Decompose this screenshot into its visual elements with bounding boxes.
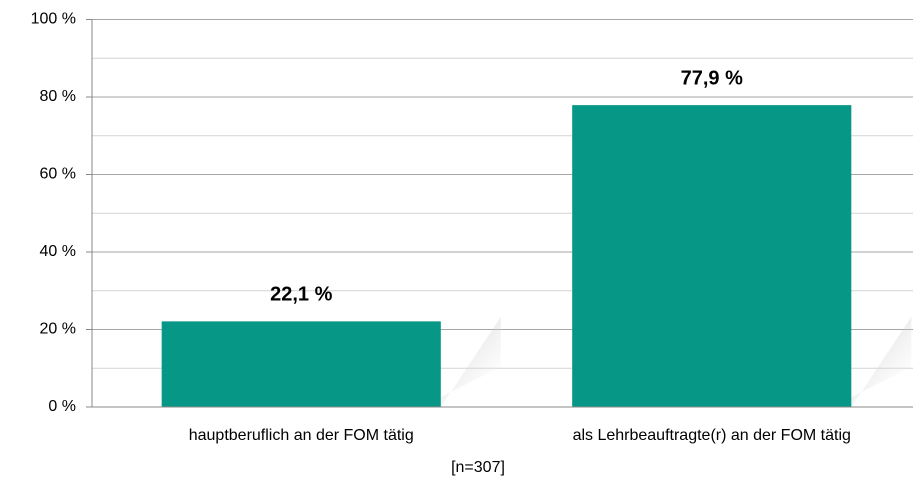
x-tick-label: hauptberuflich an der FOM tätig xyxy=(189,427,414,444)
bar xyxy=(161,321,441,407)
x-tick-label: als Lehrbeauftragte(r) an der FOM tätig xyxy=(573,427,851,444)
y-tick-label: 100 % xyxy=(31,11,76,28)
y-tick-label: 60 % xyxy=(40,166,76,183)
y-tick-label: 0 % xyxy=(48,398,76,415)
bar-shadow xyxy=(420,317,501,407)
value-label: 22,1 % xyxy=(270,284,332,306)
note: [n=307] xyxy=(451,459,505,476)
y-tick-label: 20 % xyxy=(40,321,76,338)
y-tick-label: 40 % xyxy=(40,243,76,260)
bar-shadow xyxy=(831,317,912,407)
y-tick-label: 80 % xyxy=(40,88,76,105)
bar xyxy=(572,105,852,407)
value-label: 77,9 % xyxy=(681,67,743,89)
